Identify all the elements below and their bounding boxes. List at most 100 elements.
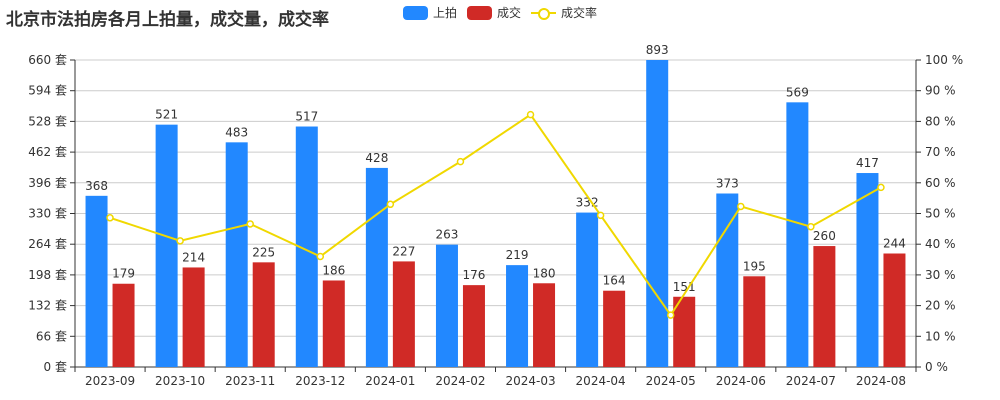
right-axis-label: 60 % — [925, 176, 956, 190]
x-axis-label: 2023-10 — [155, 374, 205, 388]
left-axis-label: 660 套 — [28, 53, 67, 67]
rate-point — [737, 202, 745, 211]
bar-value-label: 373 — [716, 176, 739, 190]
legend-swatch-blue — [403, 5, 428, 20]
x-axis-label: 2023-09 — [85, 374, 135, 388]
right-axis-label: 40 % — [925, 237, 956, 251]
rate-point — [596, 211, 605, 220]
left-axis-label: 0 套 — [44, 360, 67, 374]
bar-value-label: 417 — [856, 156, 879, 170]
legend-label: 成交 — [497, 6, 522, 20]
bar-value-label: 151 — [673, 280, 696, 294]
bar-value-label: 517 — [295, 110, 318, 124]
rate-point — [877, 183, 885, 192]
bar-sold — [533, 283, 556, 367]
left-axis-label: 396 套 — [28, 176, 67, 190]
right-axis-label: 70 % — [925, 145, 956, 159]
x-axis-label: 2024-01 — [365, 374, 415, 388]
x-axis-label: 2023-11 — [225, 374, 275, 388]
right-axis-label: 20 % — [925, 299, 956, 313]
bar-value-label: 263 — [436, 228, 459, 242]
right-axis-label: 50 % — [925, 207, 956, 221]
bar-sold — [252, 262, 275, 367]
right-axis-label: 10 % — [925, 329, 956, 343]
legend: 上拍 成交 成交率 — [403, 4, 607, 21]
bar-value-label: 219 — [506, 248, 529, 262]
bar-value-label: 569 — [786, 85, 809, 99]
bar-sold — [813, 246, 836, 367]
bar-listed — [85, 195, 108, 367]
chart-title: 北京市法拍房各月上拍量，成交量，成交率 — [6, 10, 329, 30]
right-axis-label: 100 % — [925, 53, 963, 67]
bar-sold — [673, 296, 696, 367]
bar-listed — [856, 173, 879, 367]
bar-value-label: 483 — [225, 125, 248, 139]
bar-listed — [155, 124, 178, 367]
x-axis-label: 2024-04 — [576, 374, 626, 388]
left-axis-label: 198 套 — [28, 268, 67, 282]
bar-listed — [435, 244, 458, 367]
bar-listed — [506, 265, 529, 367]
x-axis-label: 2023-12 — [295, 374, 345, 388]
bar-value-label: 176 — [463, 268, 486, 282]
rate-point — [316, 252, 325, 261]
rate-point — [106, 214, 114, 222]
rate-point — [456, 157, 465, 166]
legend-label: 上拍 — [433, 6, 458, 20]
x-axis-label: 2024-08 — [856, 374, 906, 388]
x-axis-label: 2024-06 — [716, 374, 766, 388]
rate-point — [807, 222, 815, 231]
legend-item-rate[interactable]: 成交率 — [531, 4, 597, 21]
bar-sold — [743, 276, 766, 367]
legend-label: 成交率 — [561, 6, 598, 20]
bar-listed — [365, 167, 388, 367]
x-axis-label: 2024-02 — [435, 374, 485, 388]
left-axis-label: 330 套 — [28, 207, 67, 221]
bar-listed — [646, 60, 669, 367]
legend-item-sold[interactable]: 成交 — [467, 4, 521, 21]
bar-value-label: 225 — [252, 245, 275, 259]
bar-value-label: 180 — [533, 266, 556, 280]
bar-value-label: 179 — [112, 267, 135, 281]
x-axis-label: 2024-05 — [646, 374, 696, 388]
left-axis-label: 66 套 — [36, 329, 67, 343]
bar-listed — [225, 142, 248, 367]
bar-value-label: 214 — [182, 250, 205, 264]
bar-sold — [392, 261, 415, 367]
x-axis-label: 2024-07 — [786, 374, 836, 388]
bar-listed — [576, 212, 599, 367]
rate-point — [246, 220, 254, 228]
rate-point — [666, 311, 675, 319]
bar-value-label: 244 — [883, 237, 906, 251]
bar-sold — [883, 253, 906, 367]
left-axis-label: 594 套 — [28, 84, 67, 98]
rate-point — [176, 237, 184, 245]
bar-value-label: 164 — [603, 274, 626, 288]
bar-value-label: 195 — [743, 259, 766, 273]
bar-value-label: 368 — [85, 179, 108, 193]
bar-sold — [603, 290, 626, 367]
bar-sold — [182, 267, 205, 367]
legend-item-listed[interactable]: 上拍 — [403, 4, 457, 21]
bar-sold — [462, 285, 485, 367]
bar-sold — [322, 280, 345, 367]
left-axis-label: 264 套 — [28, 237, 67, 251]
bar-listed — [786, 102, 809, 367]
bar-listed — [295, 126, 318, 368]
right-axis-label: 30 % — [925, 268, 956, 282]
left-axis-label: 132 套 — [28, 299, 67, 313]
bar-value-label: 186 — [322, 263, 345, 277]
bar-value-label: 428 — [365, 151, 388, 165]
bar-value-label: 893 — [646, 43, 669, 57]
bar-value-label: 260 — [813, 229, 836, 243]
bar-value-label: 332 — [576, 196, 599, 210]
left-axis-label: 462 套 — [28, 145, 67, 159]
rate-line — [109, 113, 882, 317]
bar-sold — [112, 283, 135, 367]
bar-listed — [716, 193, 739, 367]
x-axis-label: 2024-03 — [505, 374, 555, 388]
rate-point — [386, 200, 395, 209]
left-axis-label: 528 套 — [28, 114, 67, 128]
right-axis-label: 0 % — [925, 360, 948, 374]
